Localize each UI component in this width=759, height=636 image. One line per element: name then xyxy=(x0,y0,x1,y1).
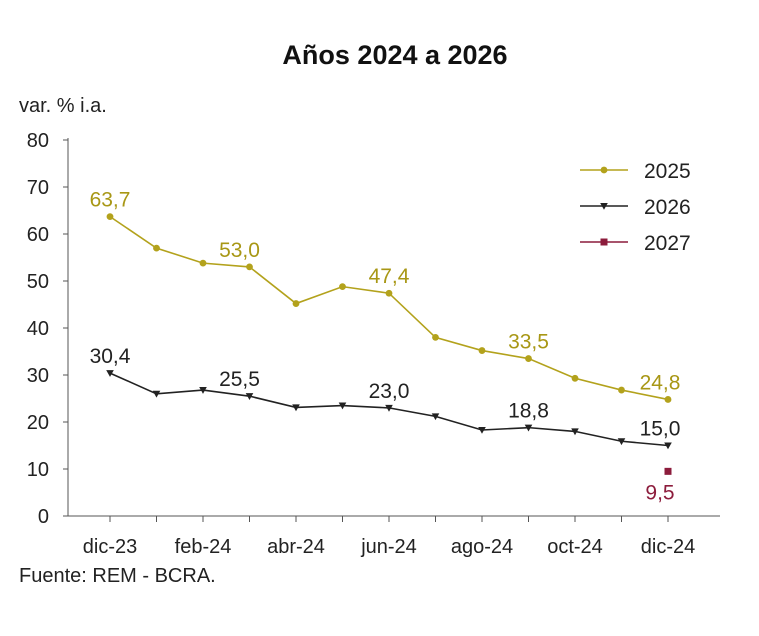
data-point-2025 xyxy=(478,347,486,354)
legend: 2025 2026 2027 xyxy=(580,160,691,255)
y-tick-label: 20 xyxy=(27,412,49,434)
y-tick-label: 70 xyxy=(27,177,49,199)
x-tick-label: abr-24 xyxy=(267,536,325,558)
data-point-2025 xyxy=(618,386,625,394)
data-point-2026 xyxy=(199,387,207,394)
data-point-2026 xyxy=(292,404,300,412)
data-point-2026 xyxy=(524,424,533,432)
data-point-2026 xyxy=(478,426,486,434)
data-labels: 63,7 53,0 47,4 33,5 24,8 30,4 25,5 23,0 18,8 15,0… xyxy=(90,189,681,505)
data-point-2026 xyxy=(664,442,672,450)
chart-title: Años 2024 a 2026 xyxy=(282,40,508,70)
legend-marker-2025 xyxy=(600,166,608,174)
data-label-2025: 33,5 xyxy=(508,331,549,354)
y-tick-label: 50 xyxy=(27,271,49,293)
legend-item-2026: 2026 xyxy=(580,196,691,219)
y-tick-label: 0 xyxy=(38,506,49,528)
source-note: Fuente: REM - BCRA. xyxy=(19,565,216,587)
series-group xyxy=(106,213,672,475)
y-axis-ticks: 0 10 20 30 40 50 60 70 80 xyxy=(27,130,68,528)
data-point-2025 xyxy=(432,334,439,341)
y-tick-label: 10 xyxy=(27,459,49,481)
series-2025 xyxy=(106,213,672,403)
axes xyxy=(67,138,720,517)
data-point-2026 xyxy=(431,413,440,421)
data-point-2025 xyxy=(571,374,579,382)
y-tick-label: 40 xyxy=(27,318,49,340)
legend-label-2025: 2025 xyxy=(644,160,691,183)
y-tick-label: 80 xyxy=(27,130,49,152)
data-point-2026 xyxy=(338,402,347,410)
data-point-2025 xyxy=(106,213,114,221)
y-tick-label: 60 xyxy=(27,224,49,246)
data-point-2025 xyxy=(153,244,160,252)
x-tick-label: feb-24 xyxy=(175,536,232,558)
x-tick-label: ago-24 xyxy=(451,536,513,558)
data-label-2025: 47,4 xyxy=(369,265,410,288)
data-point-2025 xyxy=(339,283,346,291)
data-point-2026 xyxy=(106,370,114,377)
data-label-2025: 24,8 xyxy=(640,371,681,394)
legend-label-2026: 2026 xyxy=(644,196,691,219)
legend-item-2025: 2025 xyxy=(580,160,691,183)
legend-marker-2026 xyxy=(600,203,608,210)
data-label-2026: 30,4 xyxy=(90,345,131,368)
legend-label-2027: 2027 xyxy=(644,232,691,255)
data-point-2026 xyxy=(385,404,393,412)
series-line-2025 xyxy=(109,215,669,401)
x-tick-label: oct-24 xyxy=(547,536,603,558)
data-point-2025 xyxy=(199,259,207,267)
x-tick-label: jun-24 xyxy=(360,536,417,558)
data-point-2025 xyxy=(664,396,672,403)
y-axis-unit-label: var. % i.a. xyxy=(19,95,107,117)
data-label-2025: 63,7 xyxy=(90,189,131,212)
series-2027 xyxy=(664,467,672,475)
data-label-2026: 18,8 xyxy=(508,400,549,423)
x-tick-label: dic-23 xyxy=(83,536,137,558)
data-label-2025: 53,0 xyxy=(219,239,260,262)
data-point-2027 xyxy=(664,467,672,475)
data-label-2026: 15,0 xyxy=(640,418,681,441)
data-point-2025 xyxy=(292,300,300,307)
data-label-2027: 9,5 xyxy=(645,481,674,504)
legend-marker-2027 xyxy=(600,238,608,246)
data-label-2026: 25,5 xyxy=(219,368,260,391)
x-axis-ticks: dic-23 feb-24 abr-24 jun-24 ago-24 oct-24 dic-… xyxy=(83,516,695,558)
y-tick-label: 30 xyxy=(27,365,49,387)
x-tick-label: dic-24 xyxy=(641,536,695,558)
data-point-2025 xyxy=(385,289,393,297)
series-2026 xyxy=(106,370,672,450)
data-label-2026: 23,0 xyxy=(369,380,410,403)
data-point-2025 xyxy=(246,263,253,271)
data-point-2026 xyxy=(617,438,626,446)
data-point-2026 xyxy=(571,428,579,436)
data-point-2026 xyxy=(245,393,254,400)
data-point-2026 xyxy=(152,390,161,398)
legend-item-2027: 2027 xyxy=(580,232,691,255)
data-point-2025 xyxy=(525,355,532,362)
